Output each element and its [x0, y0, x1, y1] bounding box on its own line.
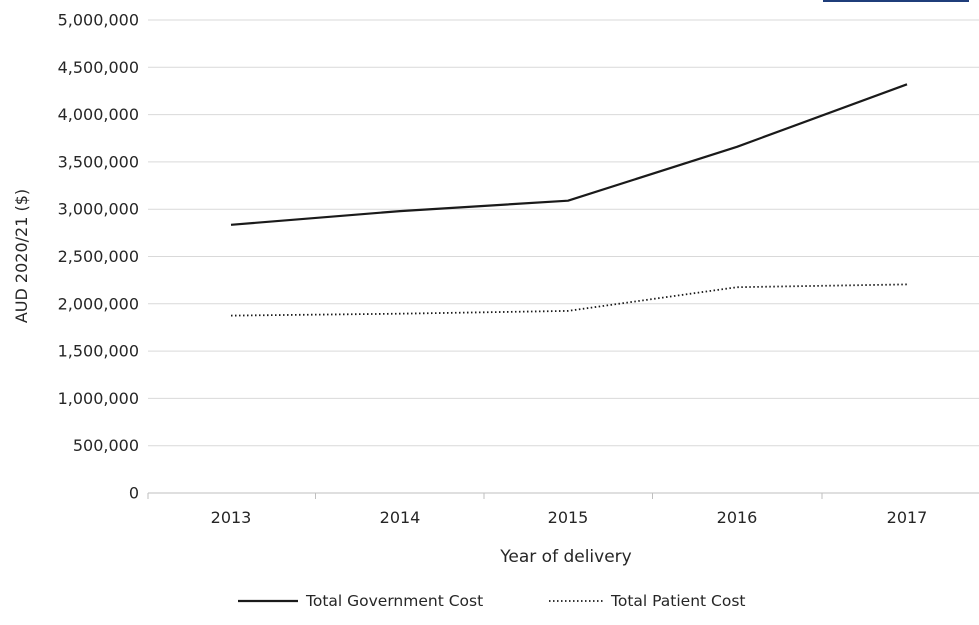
y-tick-label: 5,000,000	[58, 11, 139, 30]
gridlines	[148, 19, 979, 447]
y-tick-label: 2,000,000	[58, 294, 139, 313]
legend-label: Total Government Cost	[305, 592, 483, 610]
y-axis-label: AUD 2020/21 ($)	[12, 189, 31, 323]
axes	[147, 492, 979, 499]
x-tick-label: 2015	[548, 508, 589, 527]
x-tick-label: 2016	[717, 508, 758, 527]
series-line-government-cost	[230, 83, 908, 226]
x-tick-label: 2017	[887, 508, 928, 527]
y-tick-label: 3,500,000	[58, 152, 139, 171]
y-tick-label: 2,500,000	[58, 247, 139, 266]
top-corner-bar	[823, 0, 969, 2]
x-tick-label: 2014	[380, 508, 421, 527]
y-tick-label: 3,000,000	[58, 200, 139, 219]
y-tick-label: 1,500,000	[58, 342, 139, 361]
legend: Total Government Cost Total Patient Cost	[238, 592, 745, 610]
y-tick-label: 1,000,000	[58, 389, 139, 408]
x-axis-tick-labels: 2013 2014 2015 2016 2017	[211, 508, 928, 527]
legend-label: Total Patient Cost	[610, 592, 745, 610]
x-tick-label: 2013	[211, 508, 252, 527]
series-lines	[230, 83, 908, 317]
y-tick-label: 4,500,000	[58, 58, 139, 77]
y-tick-label: 4,000,000	[58, 105, 139, 124]
series-line-patient-cost	[230, 283, 908, 317]
y-tick-label: 500,000	[73, 436, 139, 455]
x-axis-label: Year of delivery	[499, 547, 631, 567]
y-tick-label: 0	[129, 484, 139, 503]
y-axis-tick-labels: 0 500,000 1,000,000 1,500,000 2,000,000 2,500…	[58, 11, 139, 503]
